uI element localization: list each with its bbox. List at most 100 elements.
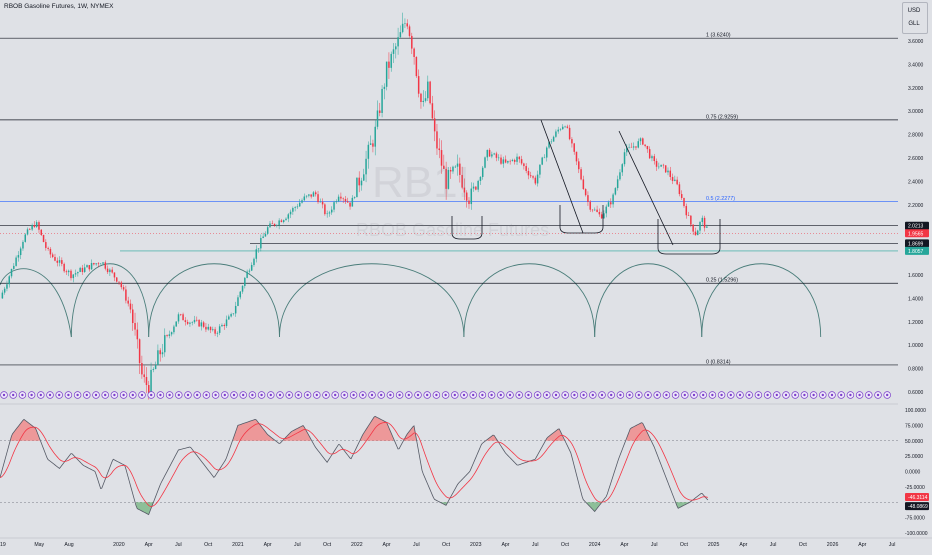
price-tag <box>905 492 929 501</box>
candle-body <box>106 268 109 273</box>
candle-body <box>207 326 209 330</box>
event-marker-dot <box>196 393 199 397</box>
candle-body <box>568 127 571 140</box>
candle-body <box>264 233 267 237</box>
candle-body <box>692 224 694 232</box>
symbol-title[interactable]: RBOB Gasoline Futures, 1W, NYMEX <box>4 3 114 10</box>
event-marker-dot <box>867 393 870 397</box>
candle-body <box>333 202 335 210</box>
candle-body <box>504 159 507 163</box>
event-marker-dot <box>646 393 650 397</box>
event-marker-dot <box>812 393 815 397</box>
event-marker-dot <box>665 393 668 397</box>
candle-body <box>35 222 38 227</box>
event-marker-dot <box>177 393 180 397</box>
candle-body <box>422 100 424 103</box>
candle-body <box>159 350 161 355</box>
candle-body <box>591 209 594 211</box>
candle-body <box>138 339 141 364</box>
oscillator-pane <box>0 403 898 516</box>
candle-body <box>674 179 676 181</box>
candle-body <box>543 157 546 159</box>
candle-body <box>340 196 342 199</box>
osc-fill-zone <box>586 502 602 512</box>
cycle-arc <box>463 263 596 338</box>
candle-body <box>280 220 283 223</box>
osc-fill-zone <box>626 422 651 441</box>
candle-body <box>475 186 477 190</box>
time-tick-label: 2022 <box>351 542 363 548</box>
candle-body <box>269 223 271 228</box>
candle-body <box>324 204 326 215</box>
candle-body <box>678 184 681 195</box>
candle-body <box>562 126 564 130</box>
candle-body <box>22 241 24 249</box>
candle-body <box>390 53 392 68</box>
unit-label[interactable]: GLL <box>904 18 924 29</box>
price-tag <box>905 246 929 255</box>
event-marker-dot <box>67 393 70 397</box>
candle-body <box>223 324 225 327</box>
candle-body <box>669 170 672 177</box>
event-marker-dot <box>840 393 843 397</box>
time-axis: 2019 May Aug 2020 Apr Jul Oct 2021 Apr Jul Oct 2022… <box>0 537 932 548</box>
candle-body <box>115 277 118 282</box>
osc-tick-label: 25.0000 <box>905 454 923 460</box>
candle-body <box>196 319 198 321</box>
candle-body <box>420 93 422 103</box>
candle-body <box>676 179 678 185</box>
candle-body <box>308 194 310 196</box>
candle-body <box>26 229 29 235</box>
fib-level-label: 0 (0.8314) <box>706 359 731 365</box>
candle-body <box>61 260 63 264</box>
osc-tick-label: 50.0000 <box>905 439 923 445</box>
candle-body <box>353 197 356 198</box>
event-marker-dot <box>554 393 558 397</box>
candle-body <box>319 201 322 203</box>
candle-body <box>408 26 411 36</box>
candle-body <box>161 352 164 355</box>
candle-body <box>202 322 205 327</box>
candle-body <box>225 319 228 327</box>
candle-body <box>397 37 399 47</box>
event-marker-dot <box>398 393 401 397</box>
event-marker-dot <box>444 393 447 397</box>
candle-body <box>29 229 31 230</box>
candle-body <box>610 202 612 205</box>
candle-body <box>500 157 502 164</box>
event-marker-dot <box>251 393 254 397</box>
candle-body <box>271 223 274 225</box>
candle-body <box>607 202 610 207</box>
price-axis: 3.6000 3.4000 3.2000 3.0000 2.8000 2.6000 2.40… <box>905 39 929 537</box>
candle-body <box>367 144 370 159</box>
trend-line <box>540 119 584 234</box>
candle-body <box>424 98 427 101</box>
event-marker-dot <box>214 393 217 397</box>
osc-tick-label: 0.0000 <box>905 470 921 476</box>
candle-body <box>484 157 486 168</box>
candle-body <box>125 289 127 301</box>
candle-body <box>198 319 200 327</box>
candle-body <box>511 159 514 161</box>
event-marker-dot <box>610 393 613 397</box>
candle-body <box>445 168 447 189</box>
candle-body <box>122 287 125 290</box>
candle-body <box>303 196 306 201</box>
candle-body <box>292 208 294 212</box>
time-tick-label: Jul <box>294 542 301 548</box>
candle-body <box>436 131 438 149</box>
candle-body <box>520 159 523 164</box>
candle-body <box>406 23 408 27</box>
candle-body <box>287 214 290 219</box>
candle-body <box>40 229 43 236</box>
event-marker-dot <box>600 393 604 397</box>
candle-body <box>491 154 493 157</box>
event-marker-dot <box>702 393 705 397</box>
currency-label[interactable]: USD <box>904 5 924 16</box>
candle-body <box>24 234 27 242</box>
event-marker-dot <box>508 393 512 397</box>
candle-body <box>129 303 132 310</box>
event-marker-dot <box>674 393 677 397</box>
